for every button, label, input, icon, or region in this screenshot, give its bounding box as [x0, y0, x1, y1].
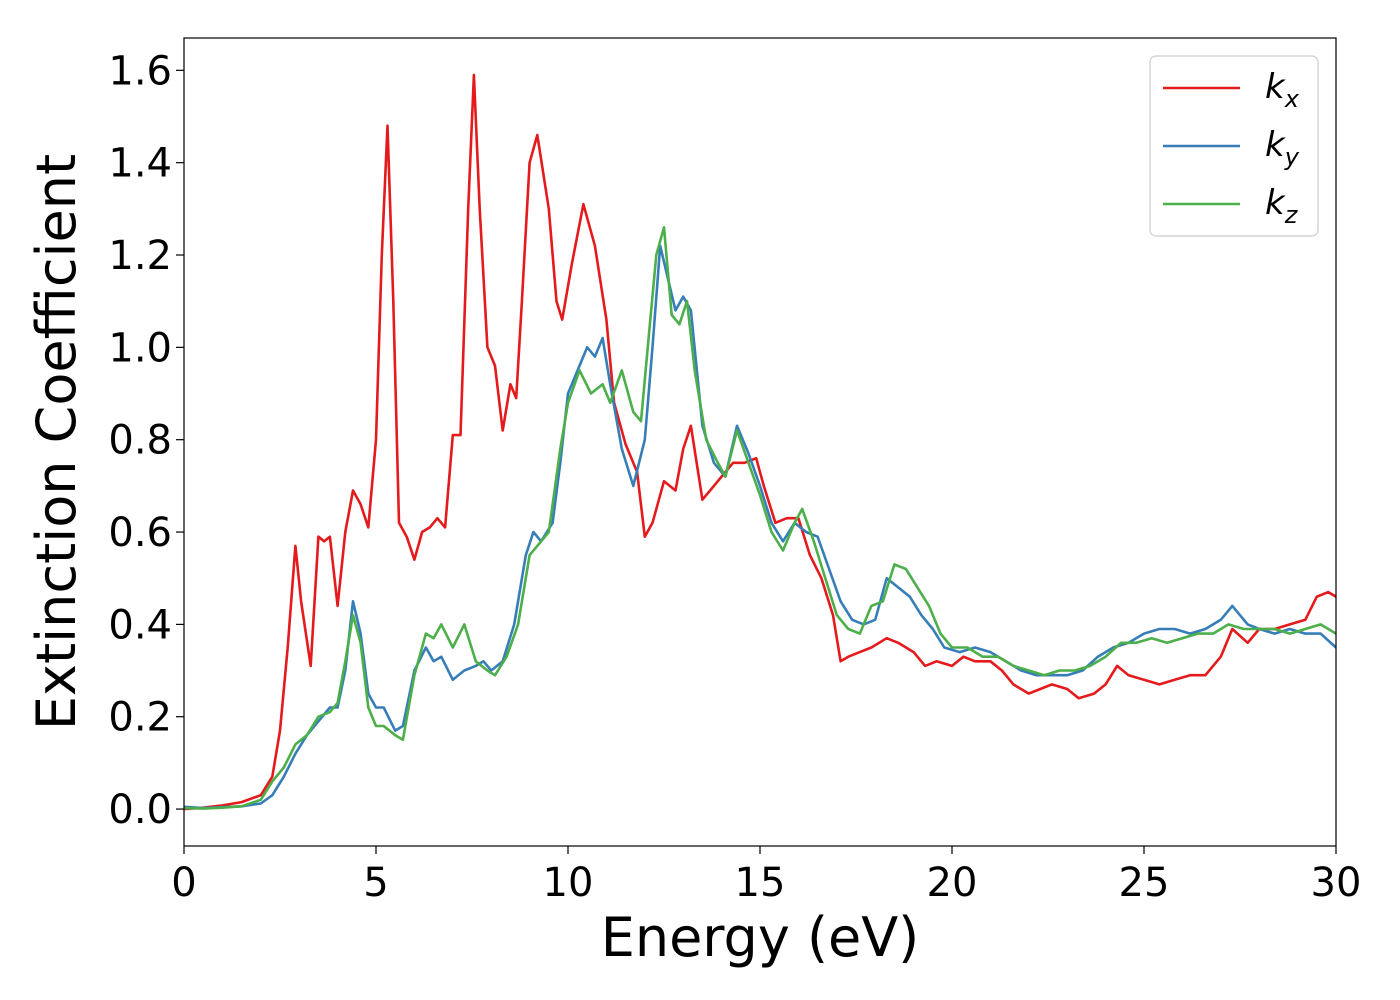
legend: kx ky kz: [1149, 55, 1319, 237]
x-tick-label: 20: [927, 860, 978, 906]
y-tick-label: 0.6: [108, 510, 172, 556]
legend-label-kz: kz: [1265, 183, 1299, 229]
y-axis-title: Extinction Coefficient: [25, 154, 88, 730]
x-tick-label: 5: [363, 860, 388, 906]
y-tick-label: 0.2: [108, 695, 172, 741]
x-tick-label: 0: [171, 860, 196, 906]
y-tick-label: 1.2: [108, 233, 172, 279]
x-axis-title: Energy (eV): [601, 906, 920, 969]
y-tick-label: 1.0: [108, 325, 172, 371]
legend-label-kx: kx: [1265, 67, 1300, 113]
series-line-ky: [184, 244, 1336, 810]
series-layer: [184, 73, 1336, 811]
legend-label-ky: ky: [1265, 125, 1300, 171]
y-tick-label: 0.8: [108, 418, 172, 464]
y-tick-label: 0.0: [108, 787, 172, 833]
y-tick-label: 1.6: [108, 48, 172, 94]
x-tick-label: 30: [1311, 860, 1362, 906]
y-axis: 0.0 0.2 0.4 0.6 0.8 1.0 1.2 1.4 1.6: [108, 48, 184, 833]
x-tick-label: 10: [543, 860, 594, 906]
series-line-kx: [184, 73, 1336, 811]
y-tick-label: 1.4: [108, 141, 172, 187]
x-tick-label: 25: [1119, 860, 1170, 906]
x-tick-label: 15: [735, 860, 786, 906]
x-axis: 0 5 10 15 20 25 30: [171, 846, 1361, 906]
y-tick-label: 0.4: [108, 602, 172, 648]
series-line-kz: [184, 226, 1336, 810]
